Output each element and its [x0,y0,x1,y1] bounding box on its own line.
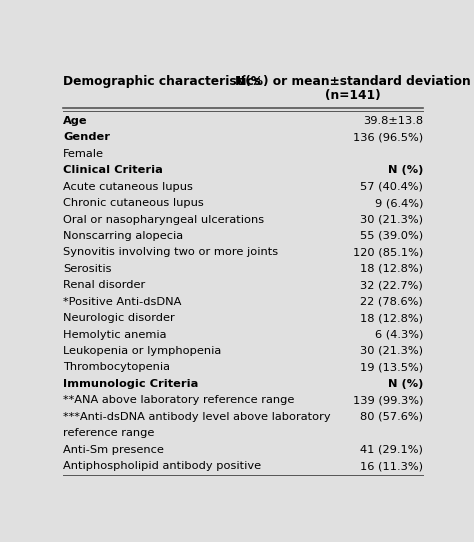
Text: N(%) or mean±standard deviation: N(%) or mean±standard deviation [235,75,471,88]
Text: Antiphospholipid antibody positive: Antiphospholipid antibody positive [63,461,261,471]
Text: *Positive Anti-dsDNA: *Positive Anti-dsDNA [63,296,181,307]
Text: Clinical Criteria: Clinical Criteria [63,165,163,175]
Text: 139 (99.3%): 139 (99.3%) [353,395,423,405]
Text: Hemolytic anemia: Hemolytic anemia [63,330,166,340]
Text: 6 (4.3%): 6 (4.3%) [374,330,423,340]
Text: 55 (39.0%): 55 (39.0%) [360,231,423,241]
Text: 41 (29.1%): 41 (29.1%) [360,444,423,455]
Text: Gender: Gender [63,132,110,143]
Text: 16 (11.3%): 16 (11.3%) [360,461,423,471]
Text: Demographic characteristics: Demographic characteristics [63,75,261,88]
Text: 9 (6.4%): 9 (6.4%) [374,198,423,208]
Text: 80 (57.6%): 80 (57.6%) [360,412,423,422]
Text: 18 (12.8%): 18 (12.8%) [360,264,423,274]
Text: Anti-Sm presence: Anti-Sm presence [63,444,164,455]
Text: **ANA above laboratory reference range: **ANA above laboratory reference range [63,395,294,405]
Text: Synovitis involving two or more joints: Synovitis involving two or more joints [63,247,278,257]
Text: 32 (22.7%): 32 (22.7%) [360,280,423,291]
Text: Leukopenia or lymphopenia: Leukopenia or lymphopenia [63,346,221,356]
Text: Neurologic disorder: Neurologic disorder [63,313,175,323]
Text: 19 (13.5%): 19 (13.5%) [360,363,423,372]
Text: Serositis: Serositis [63,264,111,274]
Text: N (%): N (%) [388,379,423,389]
Text: N (%): N (%) [388,165,423,175]
Text: 30 (21.3%): 30 (21.3%) [360,346,423,356]
Text: ***Anti-dsDNA antibody level above laboratory: ***Anti-dsDNA antibody level above labor… [63,412,330,422]
Text: 22 (78.6%): 22 (78.6%) [360,296,423,307]
Text: 18 (12.8%): 18 (12.8%) [360,313,423,323]
Text: Immunologic Criteria: Immunologic Criteria [63,379,198,389]
Text: 39.8±13.8: 39.8±13.8 [363,116,423,126]
Text: 30 (21.3%): 30 (21.3%) [360,215,423,224]
Text: Female: Female [63,149,104,159]
Text: 136 (96.5%): 136 (96.5%) [353,132,423,143]
Text: Oral or nasopharyngeal ulcerations: Oral or nasopharyngeal ulcerations [63,215,264,224]
Text: reference range: reference range [63,428,155,438]
Text: Thrombocytopenia: Thrombocytopenia [63,363,170,372]
Text: Nonscarring alopecia: Nonscarring alopecia [63,231,183,241]
Text: Renal disorder: Renal disorder [63,280,145,291]
Text: 120 (85.1%): 120 (85.1%) [353,247,423,257]
Text: (n=141): (n=141) [325,89,381,102]
Text: Age: Age [63,116,88,126]
Text: 57 (40.4%): 57 (40.4%) [360,182,423,192]
Text: Chronic cutaneous lupus: Chronic cutaneous lupus [63,198,204,208]
Text: Acute cutaneous lupus: Acute cutaneous lupus [63,182,193,192]
